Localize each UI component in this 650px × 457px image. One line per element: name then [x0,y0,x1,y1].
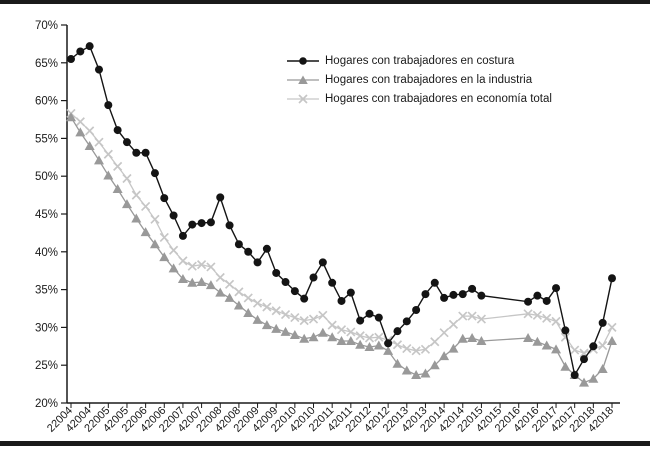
legend-item-economia: Hogares con trabajadores en economía tot… [286,89,552,108]
legend-label-industria: Hogares con trabajadores en la industria [325,73,533,86]
page-bottom-border [0,441,650,446]
y-tick-label: 65% [35,58,58,70]
circle-marker-icon [287,56,319,65]
series-triangle [66,112,617,387]
y-tick-label: 45% [35,209,58,221]
y-tick-label: 30% [35,322,58,334]
series-circle [67,42,616,380]
series-x [66,108,617,358]
y-tick-label: 50% [35,171,58,183]
y-tick-label: 55% [35,133,58,145]
chart-legend: Hogares con trabajadores en costura Hoga… [286,51,552,108]
legend-item-industria: Hogares con trabajadores en la industria [286,70,552,89]
y-tick-label: 35% [35,285,58,297]
y-tick-label: 40% [35,247,58,259]
legend-item-costura: Hogares con trabajadores en costura [286,51,552,70]
triangle-marker-icon [287,75,319,84]
page-top-border [0,0,650,4]
x-axis-ticks: 2200442004220054200522006420062200742007… [45,403,616,435]
y-axis-ticks: 20% 25% 30% 35% 40% 45% 50% 55% 60% 65% 70% [35,20,67,410]
y-tick-label: 20% [35,398,58,410]
y-tick-label: 70% [35,20,58,32]
x-marker-icon [287,93,319,104]
y-tick-label: 25% [35,360,58,372]
y-tick-label: 60% [35,96,58,108]
legend-label-costura: Hogares con trabajadores en costura [325,54,515,67]
legend-label-economia: Hogares con trabajadores en economía tot… [325,92,552,105]
